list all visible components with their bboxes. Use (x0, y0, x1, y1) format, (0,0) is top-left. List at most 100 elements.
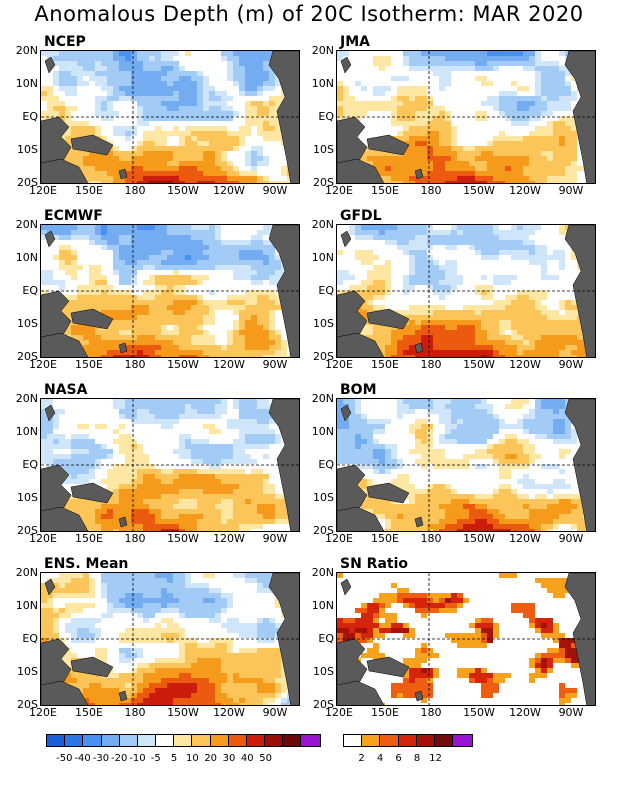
anomaly-cell (367, 449, 373, 454)
anomaly-cell (367, 424, 373, 429)
anomaly-cell (173, 345, 179, 350)
anomaly-cell (239, 131, 245, 136)
anomaly-cell (59, 409, 65, 414)
lon-tick-label: 120W (213, 184, 245, 197)
anomaly-cell (83, 300, 89, 305)
anomaly-cell (517, 399, 523, 404)
anomaly-cell (535, 429, 541, 434)
anomaly-cell (65, 454, 71, 459)
anomaly-cell (53, 409, 59, 414)
anomaly-cell (469, 325, 475, 330)
anomaly-cell (269, 434, 275, 439)
anomaly-cell (415, 225, 421, 230)
anomaly-cell (517, 106, 523, 111)
anomaly-cell (451, 350, 457, 355)
anomaly-cell (131, 81, 137, 86)
anomaly-cell (517, 166, 523, 171)
anomaly-cell (439, 116, 445, 121)
anomaly-cell (415, 61, 421, 66)
anomaly-cell (415, 240, 421, 245)
anomaly-cell (179, 131, 185, 136)
anomaly-cell (275, 280, 281, 285)
anomaly-cell (215, 111, 221, 116)
anomaly-cell (227, 56, 233, 61)
anomaly-cell (209, 494, 215, 499)
anomaly-cell (233, 250, 239, 255)
anomaly-cell (149, 514, 155, 519)
anomaly-cell (439, 66, 445, 71)
anomaly-cell (481, 414, 487, 419)
anomaly-cell (119, 96, 125, 101)
anomaly-cell (409, 424, 415, 429)
anomaly-cell (113, 56, 119, 61)
anomaly-cell (361, 419, 367, 424)
anomaly-cell (155, 106, 161, 111)
anomaly-cell (517, 156, 523, 161)
anomaly-cell (439, 295, 445, 300)
anomaly-cell (161, 156, 167, 161)
lat-tick-label: 20N (15, 218, 38, 231)
anomaly-cell (523, 171, 529, 176)
anomaly-cell (131, 270, 137, 275)
anomaly-cell (137, 225, 143, 230)
anomaly-cell (565, 449, 571, 454)
anomaly-cell (245, 131, 251, 136)
anomaly-cell (251, 250, 257, 255)
anomaly-cell (251, 459, 257, 464)
anomaly-cell (125, 86, 131, 91)
anomaly-cell (571, 181, 577, 183)
anomaly-cell (361, 101, 367, 106)
anomaly-cell (263, 131, 269, 136)
anomaly-cell (155, 176, 161, 181)
anomaly-cell (439, 171, 445, 176)
anomaly-cell (487, 444, 493, 449)
anomaly-cell (191, 524, 197, 529)
anomaly-cell (137, 76, 143, 81)
anomaly-cell (167, 86, 173, 91)
anomaly-cell (113, 176, 119, 181)
anomaly-cell (143, 409, 149, 414)
anomaly-cell (191, 245, 197, 250)
anomaly-cell (173, 76, 179, 81)
anomaly-cell (215, 161, 221, 166)
anomaly-cell (427, 320, 433, 325)
anomaly-cell (221, 469, 227, 474)
anomaly-cell (227, 514, 233, 519)
anomaly-cell (385, 106, 391, 111)
anomaly-cell (137, 320, 143, 325)
anomaly-cell (439, 439, 445, 444)
anomaly-cell (529, 245, 535, 250)
anomaly-cell (77, 71, 83, 76)
anomaly-cell (167, 335, 173, 340)
anomaly-cell (493, 489, 499, 494)
anomaly-cell (559, 121, 565, 126)
anomaly-cell (209, 255, 215, 260)
anomaly-cell (239, 494, 245, 499)
anomaly-cell (71, 225, 77, 230)
anomaly-cell (125, 96, 131, 101)
anomaly-cell (131, 454, 137, 459)
anomaly-cell (373, 464, 379, 469)
anomaly-cell (559, 320, 565, 325)
anomaly-cell (125, 275, 131, 280)
anomaly-cell (245, 250, 251, 255)
anomaly-cell (179, 325, 185, 330)
anomaly-cell (385, 444, 391, 449)
anomaly-cell (499, 161, 505, 166)
anomaly-cell (553, 171, 559, 176)
anomaly-cell (95, 464, 101, 469)
anomaly-cell (379, 290, 385, 295)
anomaly-cell (559, 315, 565, 320)
anomaly-cell (245, 459, 251, 464)
anomaly-cell (565, 151, 571, 156)
anomaly-cell (209, 265, 215, 270)
anomaly-cell (553, 479, 559, 484)
anomaly-cell (379, 61, 385, 66)
anomaly-cell (137, 459, 143, 464)
anomaly-cell (173, 146, 179, 151)
anomaly-cell (41, 111, 47, 116)
anomaly-cell (89, 469, 95, 474)
anomaly-cell (221, 494, 227, 499)
anomaly-cell (149, 330, 155, 335)
anomaly-cell (245, 345, 251, 350)
